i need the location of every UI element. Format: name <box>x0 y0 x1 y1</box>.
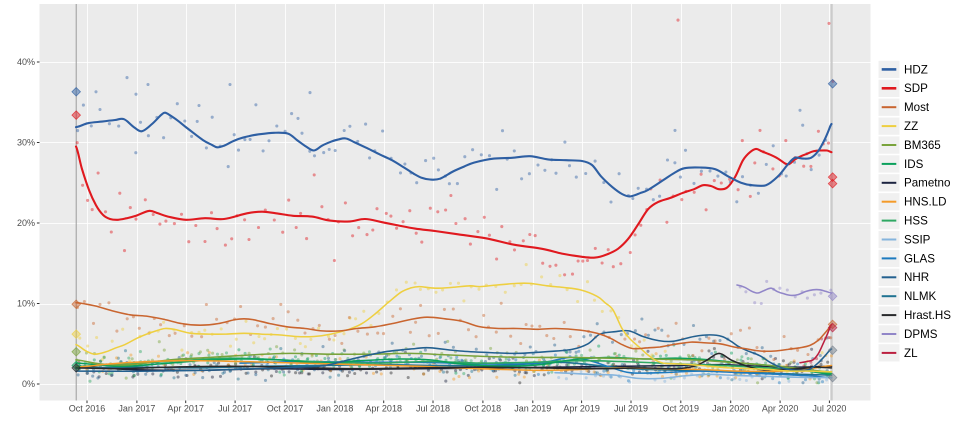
svg-text:Pametno: Pametno <box>904 177 950 190</box>
svg-text:Apr 2019: Apr 2019 <box>563 404 600 414</box>
svg-text:Oct 2016: Oct 2016 <box>69 404 106 414</box>
svg-text:Jul 2017: Jul 2017 <box>218 404 252 414</box>
svg-text:Jul 2019: Jul 2019 <box>614 404 648 414</box>
svg-text:HDZ: HDZ <box>904 63 928 76</box>
svg-text:40%: 40% <box>17 57 35 67</box>
svg-text:Hrast.HS: Hrast.HS <box>904 309 951 322</box>
svg-text:Jan 2020: Jan 2020 <box>712 404 749 414</box>
svg-text:Oct 2018: Oct 2018 <box>465 404 502 414</box>
svg-text:20%: 20% <box>17 218 35 228</box>
svg-text:DPMS: DPMS <box>904 328 938 341</box>
svg-text:Apr 2017: Apr 2017 <box>167 404 204 414</box>
svg-text:0%: 0% <box>22 379 35 389</box>
svg-text:30%: 30% <box>17 138 35 148</box>
svg-text:IDS: IDS <box>904 158 924 171</box>
svg-text:HSS: HSS <box>904 215 928 228</box>
svg-text:ZZ: ZZ <box>904 120 918 133</box>
svg-text:Oct 2019: Oct 2019 <box>663 404 700 414</box>
svg-text:SDP: SDP <box>904 82 928 95</box>
svg-text:Jul 2018: Jul 2018 <box>416 404 450 414</box>
svg-text:NLMK: NLMK <box>904 290 936 303</box>
svg-text:Jul 2020: Jul 2020 <box>812 404 846 414</box>
svg-text:GLAS: GLAS <box>904 252 935 265</box>
svg-text:BM365: BM365 <box>904 139 941 152</box>
svg-text:Oct 2017: Oct 2017 <box>267 404 304 414</box>
svg-text:Jan 2017: Jan 2017 <box>118 404 155 414</box>
svg-text:Apr 2018: Apr 2018 <box>365 404 402 414</box>
svg-text:Apr 2020: Apr 2020 <box>762 404 799 414</box>
svg-text:SSIP: SSIP <box>904 233 931 246</box>
svg-text:ZL: ZL <box>904 347 918 360</box>
svg-text:10%: 10% <box>17 299 35 309</box>
svg-text:Most: Most <box>904 101 930 114</box>
svg-text:Jan 2018: Jan 2018 <box>316 404 353 414</box>
svg-text:Jan 2019: Jan 2019 <box>514 404 551 414</box>
svg-text:NHR: NHR <box>904 271 929 284</box>
svg-text:HNS.LD: HNS.LD <box>904 196 947 209</box>
